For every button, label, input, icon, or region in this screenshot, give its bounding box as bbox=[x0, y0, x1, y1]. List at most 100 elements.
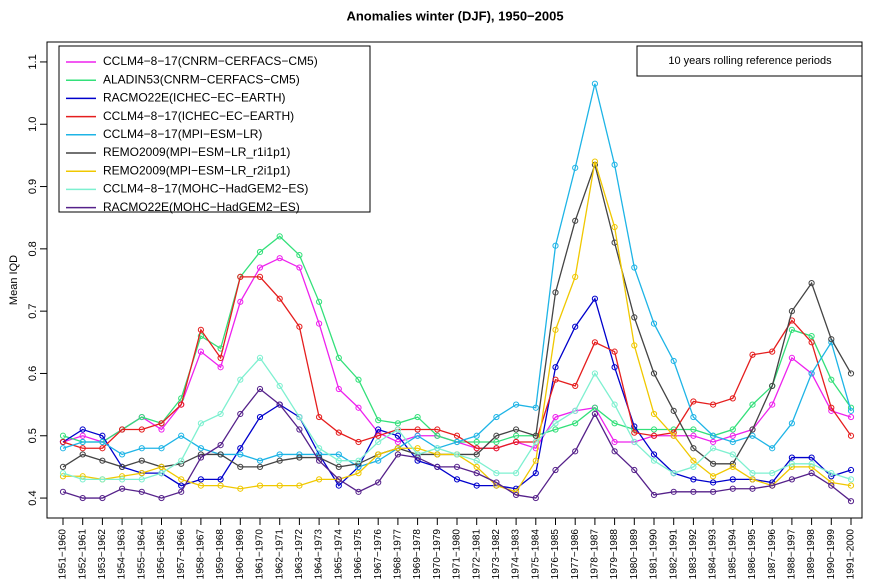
data-point bbox=[532, 470, 539, 477]
data-point bbox=[276, 382, 283, 390]
data-point bbox=[414, 445, 421, 452]
data-point bbox=[394, 445, 401, 452]
data-point bbox=[158, 463, 165, 471]
data-point bbox=[79, 451, 86, 458]
data-point bbox=[59, 463, 67, 471]
data-point bbox=[414, 426, 421, 433]
data-point bbox=[119, 426, 126, 433]
legend-label: RACMO22E(ICHEC−EC−EARTH) bbox=[103, 91, 285, 105]
data-point bbox=[532, 445, 539, 452]
data-point bbox=[335, 354, 342, 361]
data-point bbox=[79, 432, 86, 439]
data-point bbox=[572, 217, 579, 224]
data-point bbox=[749, 485, 756, 492]
data-point bbox=[256, 248, 264, 256]
data-point bbox=[414, 432, 421, 439]
data-point bbox=[434, 426, 441, 433]
data-point bbox=[710, 460, 717, 467]
data-point bbox=[59, 432, 67, 439]
data-point bbox=[690, 445, 697, 452]
x-tick-label: 1956−1965 bbox=[156, 529, 167, 580]
data-point bbox=[493, 413, 500, 421]
data-point bbox=[217, 482, 224, 489]
data-point bbox=[473, 470, 480, 477]
plot-frame bbox=[46, 41, 863, 519]
data-point bbox=[611, 348, 618, 355]
series-line bbox=[62, 297, 852, 490]
data-point bbox=[650, 451, 658, 458]
data-point bbox=[335, 482, 342, 489]
data-point bbox=[552, 376, 559, 383]
data-point bbox=[591, 295, 599, 302]
data-point bbox=[237, 273, 244, 280]
data-point bbox=[355, 438, 362, 446]
data-point bbox=[335, 429, 342, 436]
legend-label: CCLM4−8−17(MOHC−HadGEM2−ES) bbox=[103, 182, 308, 196]
data-point bbox=[631, 342, 638, 349]
data-point bbox=[375, 457, 382, 464]
data-point bbox=[513, 491, 520, 499]
data-point bbox=[296, 426, 303, 433]
x-tick-label: 1977−1986 bbox=[570, 529, 581, 580]
data-point bbox=[611, 161, 618, 168]
data-point bbox=[710, 473, 717, 480]
data-point bbox=[670, 407, 677, 414]
series-line bbox=[62, 388, 852, 502]
x-tick-label: 1954−1963 bbox=[117, 529, 128, 580]
data-point bbox=[552, 466, 559, 474]
data-point bbox=[59, 470, 67, 477]
x-tick-label: 1955−1964 bbox=[136, 529, 147, 580]
data-point bbox=[138, 426, 145, 433]
data-point bbox=[79, 445, 86, 452]
data-point bbox=[808, 280, 815, 287]
data-point bbox=[591, 158, 599, 165]
y-tick-label: 1.1 bbox=[27, 54, 39, 69]
x-tick-label: 1979−1988 bbox=[609, 529, 620, 580]
data-point bbox=[237, 463, 244, 471]
data-point bbox=[375, 451, 382, 458]
data-point bbox=[316, 457, 323, 464]
data-point bbox=[335, 457, 342, 464]
legend-label: ALADIN53(CNRM−CERFACS−CM5) bbox=[103, 72, 300, 86]
data-point bbox=[690, 463, 697, 471]
data-point bbox=[552, 289, 559, 296]
data-point bbox=[394, 451, 401, 458]
annotation: 10 years rolling reference periods bbox=[668, 55, 832, 67]
data-point bbox=[138, 476, 145, 483]
legend-box bbox=[58, 45, 371, 213]
data-point bbox=[316, 445, 323, 452]
data-point bbox=[650, 320, 658, 327]
data-point bbox=[237, 410, 244, 418]
data-point bbox=[690, 432, 697, 439]
data-point bbox=[138, 470, 145, 477]
data-point bbox=[631, 438, 638, 446]
data-point bbox=[276, 482, 283, 489]
series-line bbox=[62, 356, 852, 481]
x-tick-label: 1988−1997 bbox=[787, 529, 798, 580]
data-point bbox=[99, 432, 106, 439]
data-point bbox=[808, 460, 815, 467]
data-point bbox=[769, 470, 776, 477]
data-point bbox=[119, 485, 126, 492]
data-point bbox=[119, 451, 126, 458]
data-point bbox=[256, 482, 264, 489]
data-point bbox=[769, 482, 776, 489]
data-point bbox=[788, 308, 796, 315]
data-point bbox=[99, 438, 106, 446]
data-point bbox=[788, 420, 796, 427]
data-point bbox=[158, 426, 165, 433]
data-point bbox=[710, 438, 717, 446]
data-point bbox=[611, 401, 618, 408]
data-point bbox=[237, 485, 244, 492]
data-point bbox=[552, 364, 559, 371]
data-point bbox=[710, 401, 717, 408]
data-point bbox=[99, 476, 106, 483]
x-tick-label: 1971−1980 bbox=[452, 529, 463, 580]
data-point bbox=[276, 457, 283, 464]
data-point bbox=[690, 398, 697, 405]
data-point bbox=[119, 463, 126, 471]
data-point bbox=[473, 445, 480, 452]
data-point bbox=[847, 407, 855, 414]
data-point bbox=[710, 445, 717, 452]
data-point bbox=[355, 457, 362, 464]
